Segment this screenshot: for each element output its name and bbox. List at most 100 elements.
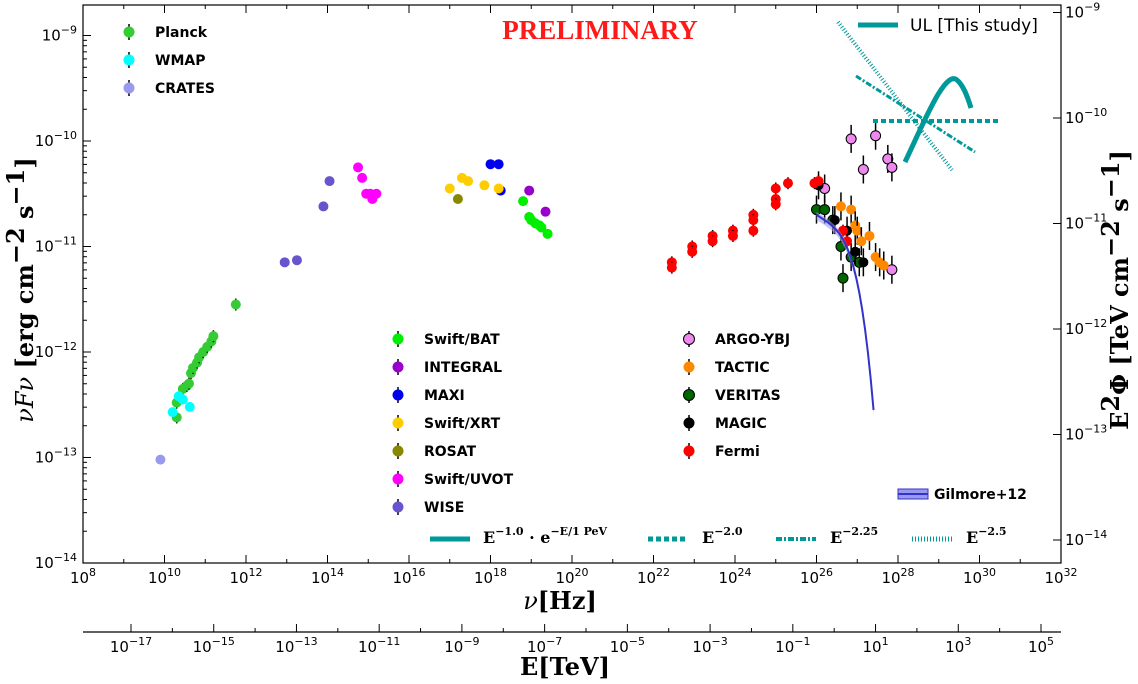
legend-marker <box>123 54 135 66</box>
data-point <box>846 204 857 215</box>
data-point <box>850 246 861 257</box>
legend-marker <box>683 361 695 373</box>
svg-text:E2Φ [TeV cm−2 s−1]: E2Φ [TeV cm−2 s−1] <box>1096 150 1134 430</box>
data-point <box>463 176 474 187</box>
legend-marker <box>392 501 404 513</box>
series-integral <box>524 185 551 217</box>
data-point <box>845 133 857 145</box>
x2-tick-label: 10−15 <box>193 635 235 656</box>
y2-tick-label: 10−14 <box>1065 528 1107 549</box>
legend-marker <box>683 445 695 457</box>
data-point <box>493 183 504 194</box>
y-tick-label: 10−9 <box>42 24 77 45</box>
legend-marker <box>392 473 404 485</box>
x-tick-label: 1022 <box>637 566 670 587</box>
series-swift-xrt <box>444 172 504 194</box>
x-axis-title: ν[Hz] <box>523 586 597 615</box>
data-point <box>524 185 535 196</box>
series-magic <box>813 171 869 277</box>
data-point <box>748 215 759 226</box>
legend-marker <box>683 389 695 401</box>
legend-label: ARGO-YBJ <box>715 332 790 348</box>
x-tick-label: 1018 <box>474 566 507 587</box>
series-crates <box>155 454 166 465</box>
x-tick-label: 1024 <box>718 566 751 587</box>
data-point <box>324 176 335 187</box>
legend-label: TACTIC <box>715 360 770 376</box>
svg-text:νFν [erg cm−2 s−1]: νFν [erg cm−2 s−1] <box>1 157 39 422</box>
legend-label: VERITAS <box>715 388 781 404</box>
legend-marker <box>392 361 404 373</box>
data-point <box>864 230 875 241</box>
plot-frame <box>82 4 1062 564</box>
y-tick-label: 10−14 <box>35 551 77 572</box>
series-planck <box>171 298 241 424</box>
series-wmap <box>167 391 195 418</box>
series-swift-bat <box>518 196 553 239</box>
y2-tick-label: 10−11 <box>1065 212 1107 233</box>
x2-tick-label: 10−9 <box>444 635 479 656</box>
data-point <box>208 331 219 342</box>
legend-label: Planck <box>155 25 208 41</box>
data-point <box>493 159 504 170</box>
y2-tick-label: 10−13 <box>1065 423 1107 444</box>
x-tick-label: 1016 <box>392 566 425 587</box>
data-point <box>770 199 781 210</box>
legend-marker <box>392 445 404 457</box>
legend-label: Swift/XRT <box>424 416 501 432</box>
legend-label: MAGIC <box>715 416 767 432</box>
data-point <box>858 257 869 268</box>
data-point <box>230 299 241 310</box>
data-point <box>479 180 490 191</box>
model1-legend-label: E−1.0 · e−E/1 PeV <box>483 525 608 547</box>
data-point <box>870 130 882 142</box>
series-argo-ybj <box>819 121 898 284</box>
data-point <box>687 246 698 257</box>
secondary-y-axis-title: E2Φ [TeV cm−2 s−1] <box>1096 150 1134 430</box>
model4-legend-label: E−2.5 <box>966 525 1007 547</box>
data-point <box>353 162 364 173</box>
model2-legend-label: E−2.0 <box>702 525 743 547</box>
legend-label: Swift/UVOT <box>424 472 514 488</box>
legend-marker <box>123 82 135 94</box>
y2-tick-label: 10−9 <box>1065 1 1100 22</box>
series-rosat <box>452 194 463 205</box>
x-tick-label: 1030 <box>963 566 996 587</box>
x2-tick-label: 10−7 <box>527 635 562 656</box>
data-point <box>518 196 529 207</box>
data-point <box>279 257 290 268</box>
data-marks <box>155 121 898 465</box>
legend-label: WMAP <box>155 53 205 69</box>
legend-marker <box>392 333 404 345</box>
ul-cutoff <box>902 76 974 164</box>
data-point <box>177 394 188 405</box>
x2-tick-label: 10−17 <box>110 635 152 656</box>
data-point <box>782 178 793 189</box>
model-lines <box>815 20 998 416</box>
data-point <box>748 225 759 236</box>
x2-tick-label: 103 <box>945 635 971 656</box>
legend-label: CRATES <box>155 81 215 97</box>
data-point <box>813 176 824 187</box>
legend-label: MAXI <box>424 388 465 404</box>
data-point <box>371 188 382 199</box>
data-point <box>452 194 463 205</box>
legend-marker <box>683 417 695 429</box>
y-tick-label: 10−13 <box>35 446 77 467</box>
data-point <box>444 183 455 194</box>
series-swift-uvot <box>353 162 382 205</box>
data-point <box>856 236 867 247</box>
y-tick-label: 10−10 <box>35 129 77 150</box>
gilmore-curve <box>815 214 875 411</box>
series-wise <box>279 176 335 268</box>
data-point <box>835 201 846 212</box>
legend-label: ROSAT <box>424 444 477 460</box>
x-tick-label: 1028 <box>881 566 914 587</box>
series-tactic <box>835 192 889 280</box>
x-tick-label: 1032 <box>1044 566 1077 587</box>
data-point <box>727 230 738 241</box>
data-point <box>886 161 898 173</box>
x-tick-label: 1020 <box>555 566 588 587</box>
chart-title: PRELIMINARY <box>502 15 698 45</box>
